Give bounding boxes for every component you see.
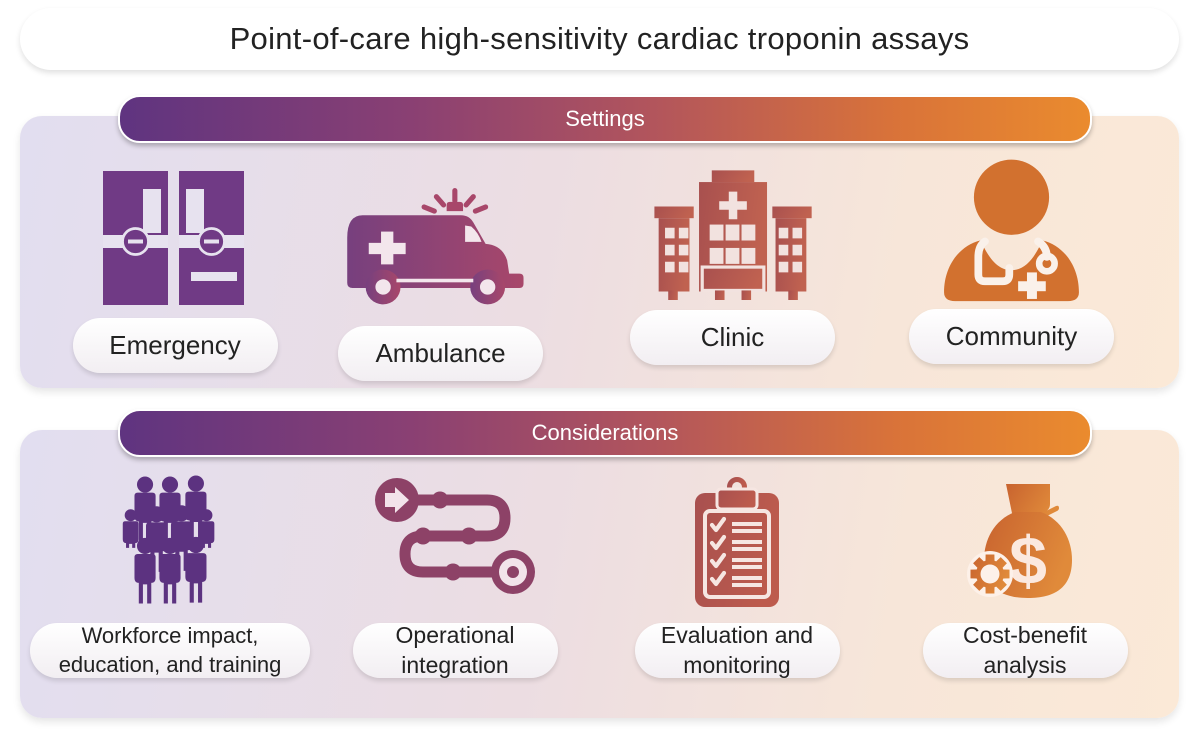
- svg-text:$: $: [1009, 523, 1047, 599]
